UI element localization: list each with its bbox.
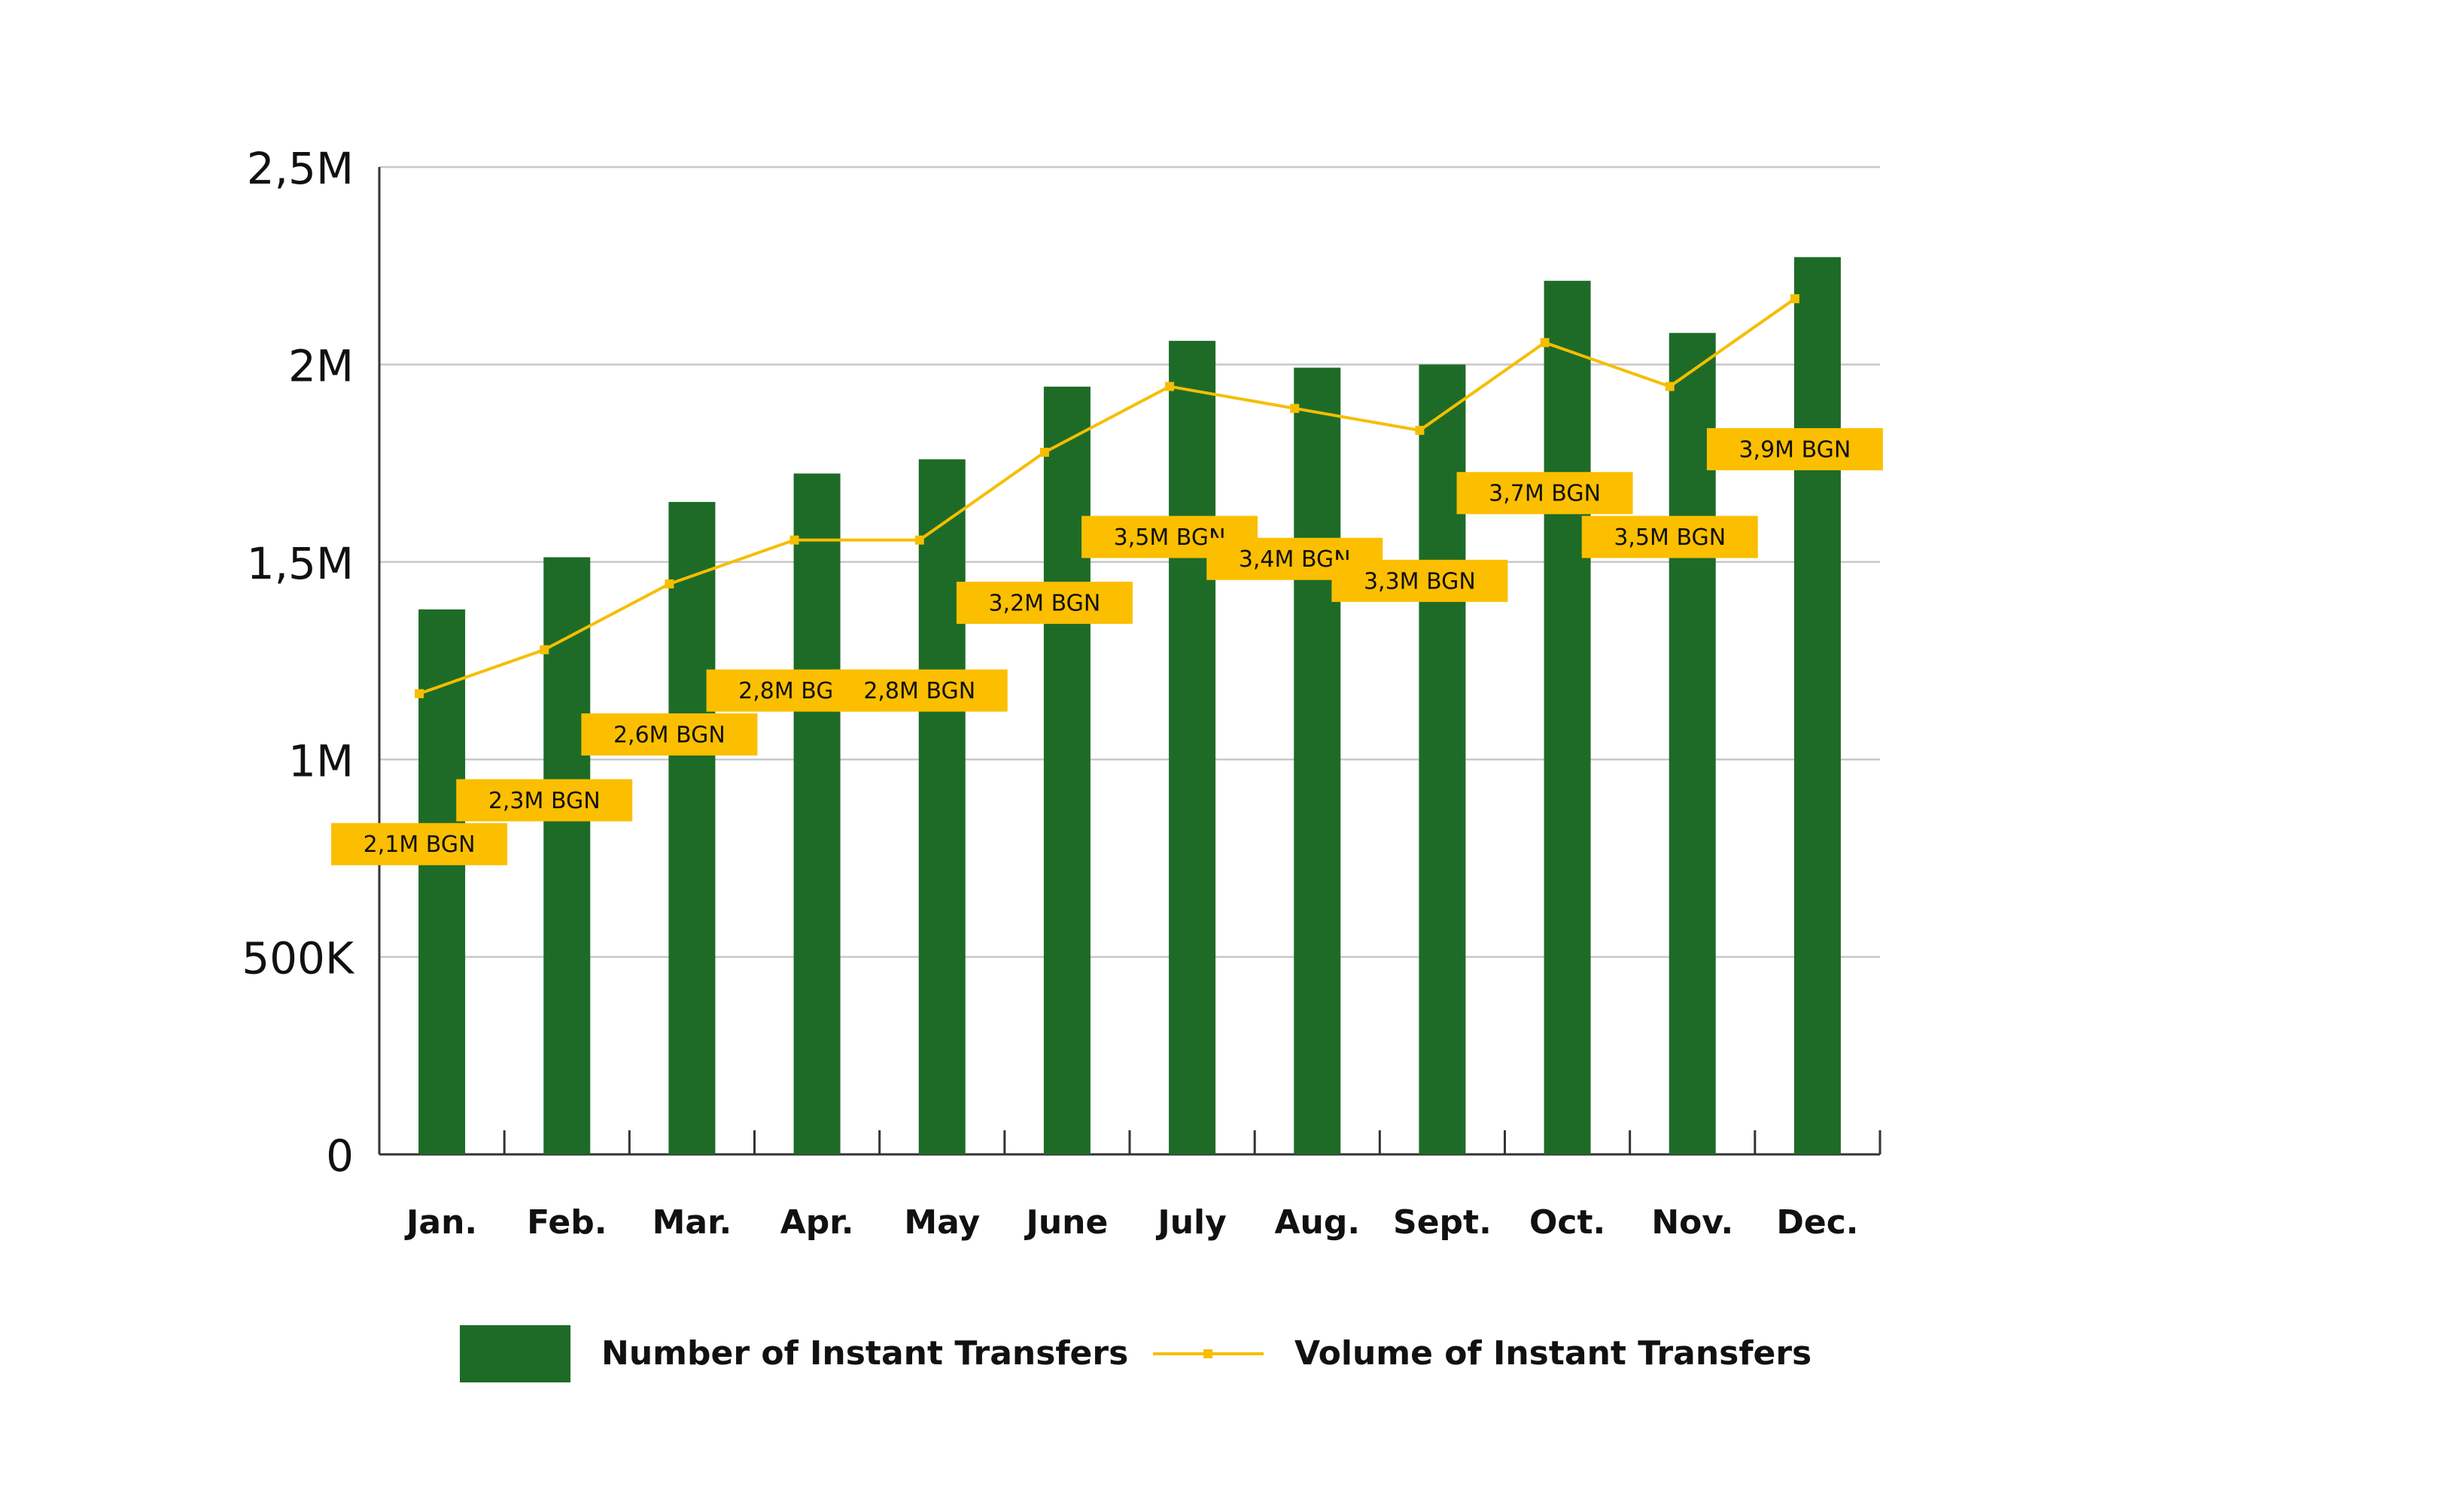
bar: [1793, 257, 1841, 1154]
label-box: [831, 669, 1008, 712]
data-label: 3,3M BGN: [1364, 568, 1476, 594]
y-tick-label: 2,5M: [247, 143, 354, 194]
bar: [793, 473, 841, 1154]
x-tick-label: Aug.: [1274, 1203, 1360, 1242]
legend-swatch: [460, 1325, 570, 1382]
line-marker: [540, 645, 549, 655]
bar: [1544, 281, 1591, 1155]
line-marker: [1165, 382, 1175, 391]
y-tick-label: 0: [326, 1130, 354, 1181]
label-box: [581, 713, 758, 756]
line-marker: [1415, 425, 1425, 435]
label-box: [956, 582, 1133, 625]
data-label: 2,6M BGN: [613, 722, 726, 748]
bar: [1294, 367, 1341, 1154]
line-marker: [665, 579, 674, 588]
label-box: [1456, 472, 1633, 515]
line-marker: [1790, 293, 1799, 303]
line-marker: [789, 535, 799, 545]
x-tick-label: Sept.: [1393, 1203, 1492, 1242]
data-label: 2,1M BGN: [364, 832, 476, 858]
bar: [918, 459, 966, 1154]
data-label: 3,7M BGN: [1489, 481, 1601, 507]
x-tick-label: June: [1024, 1203, 1108, 1242]
data-label: 2,3M BGN: [488, 788, 601, 814]
x-tick-label: July: [1155, 1203, 1226, 1242]
label-box: [331, 823, 508, 865]
data-label: 3,9M BGN: [1738, 436, 1851, 463]
x-tick-label: Apr.: [780, 1203, 854, 1242]
legend-label: Number of Instant Transfers: [601, 1334, 1128, 1373]
x-tick-label: Oct.: [1529, 1203, 1605, 1242]
label-box: [1706, 427, 1883, 470]
line-marker: [1665, 382, 1675, 391]
line-marker: [1540, 338, 1550, 348]
bar: [668, 502, 716, 1154]
legend-swatch: [1203, 1349, 1212, 1358]
bar: [543, 557, 591, 1154]
data-label: 3,2M BGN: [988, 591, 1100, 617]
line-marker: [1290, 403, 1300, 413]
label-box: [1331, 559, 1508, 602]
bar: [1043, 386, 1091, 1154]
y-tick-label: 2M: [288, 341, 354, 392]
x-tick-label: Feb.: [527, 1203, 607, 1242]
x-tick-label: May: [904, 1203, 980, 1242]
x-tick-label: Nov.: [1651, 1203, 1733, 1242]
line-marker: [415, 689, 424, 698]
y-tick-label: 1,5M: [247, 538, 354, 589]
bar: [418, 609, 466, 1154]
x-tick-label: Mar.: [653, 1203, 732, 1242]
y-tick-label: 500K: [242, 933, 355, 984]
line: [418, 297, 1796, 695]
x-tick-label: Dec.: [1776, 1203, 1858, 1242]
y-tick-label: 1M: [288, 735, 354, 786]
label-box: [1581, 515, 1758, 558]
data-label: 3,5M BGN: [1614, 525, 1726, 551]
label-box: [456, 779, 633, 822]
bar: [1169, 340, 1216, 1154]
line-marker: [1039, 448, 1049, 458]
x-tick-label: Jan.: [404, 1203, 477, 1242]
data-label: 2,8M BGN: [863, 678, 975, 704]
line-marker: [914, 535, 924, 545]
legend-label: Volume of Instant Transfers: [1294, 1334, 1811, 1373]
